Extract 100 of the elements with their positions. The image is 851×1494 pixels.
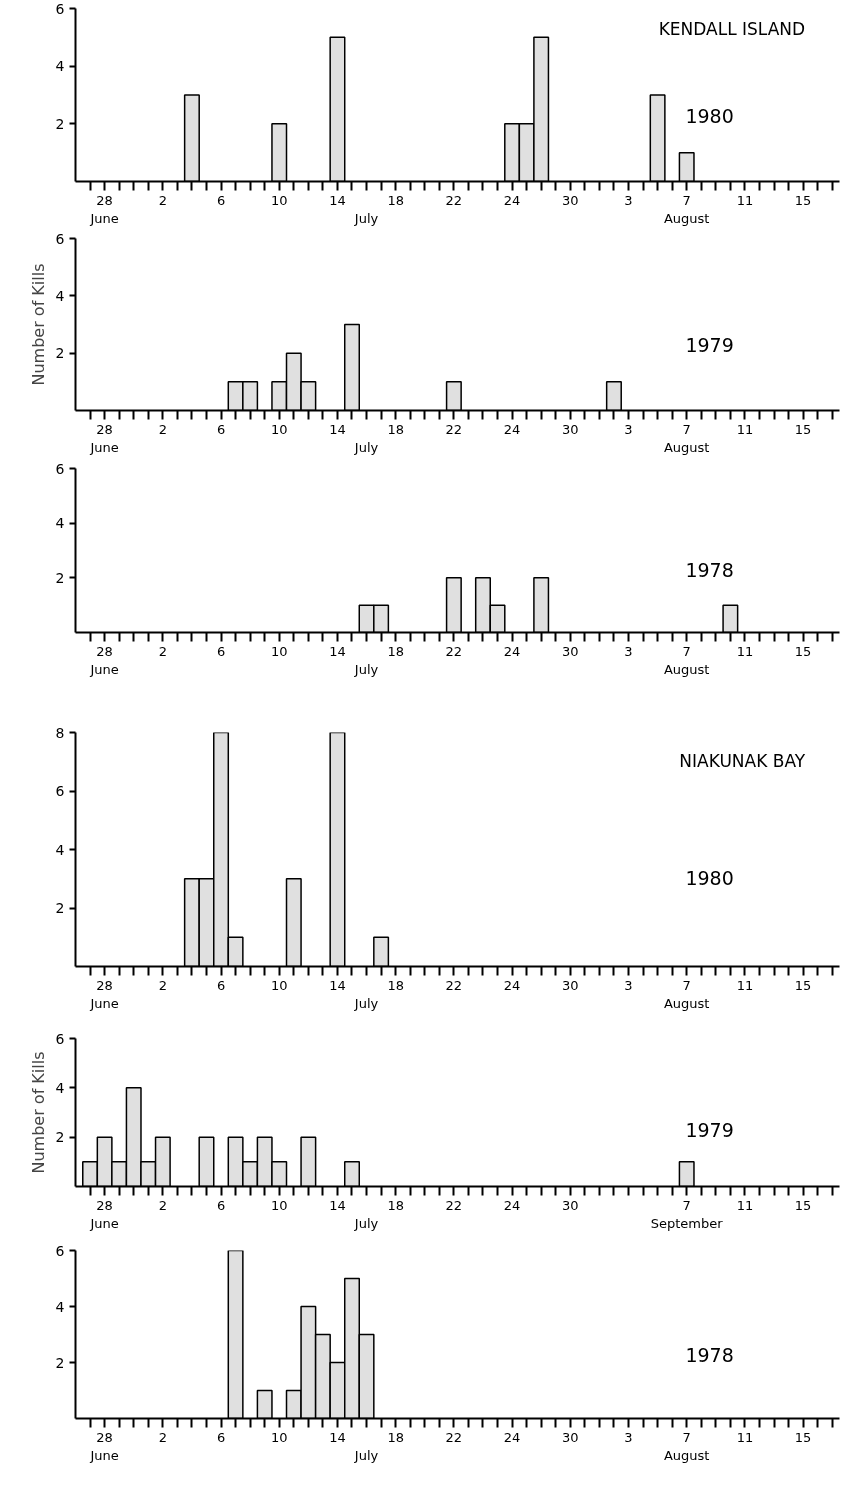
y-tick-label: 6: [55, 0, 65, 17]
x-tick-label: 11: [736, 977, 754, 993]
x-tick-label: 18: [387, 643, 404, 659]
x-tick-label: 28 June: [89, 977, 119, 1011]
x-tick-label: 18: [387, 1429, 404, 1445]
x-tick-label: July: [353, 1447, 379, 1463]
x-tick-label: 6: [216, 1197, 226, 1213]
x-tick-label: 30: [562, 1197, 579, 1213]
x-tick-label: 15: [794, 192, 812, 208]
x-tick-label: 15: [794, 643, 812, 659]
y-tick-label: 4: [55, 58, 65, 75]
x-tick-label: 10: [270, 643, 288, 659]
y-tick-label: 4: [55, 287, 65, 304]
x-tick-label: 3: [624, 1429, 633, 1445]
y-tick-label: 2: [55, 115, 65, 132]
x-tick-label: 14: [329, 192, 346, 208]
x-tick-label: 15: [794, 1429, 812, 1445]
x-tick-label: 24: [503, 977, 521, 993]
text: 1978: [685, 559, 734, 582]
x-tick-label: 11: [736, 1197, 754, 1213]
y-tick-label: 2: [55, 345, 65, 362]
y-tick-label: 4: [55, 1298, 65, 1315]
text: 1979: [685, 1119, 734, 1142]
x-tick-label: 10: [270, 1429, 288, 1445]
x-tick-label: 22: [445, 1429, 463, 1445]
x-tick-label: 24: [503, 421, 521, 437]
x-tick-label: 24: [503, 192, 521, 208]
x-tick-label: 14: [329, 421, 346, 437]
x-tick-label: 2: [158, 192, 167, 208]
x-tick-label: 6: [216, 643, 226, 659]
x-tick-label: 7 August: [663, 643, 710, 677]
x-tick-label: 2: [158, 1197, 167, 1213]
x-tick-label: 10: [270, 1197, 288, 1213]
text: 1980: [685, 104, 734, 127]
y-tick-label: 6: [55, 783, 65, 799]
y-tick-label: 2: [55, 569, 65, 586]
x-tick-label: 22: [445, 192, 463, 208]
x-tick-label: 11: [736, 643, 754, 659]
x-tick-label: 28 June: [89, 421, 119, 455]
x-tick-label: 14: [329, 977, 346, 993]
x-tick-label: 28 June: [89, 643, 119, 677]
x-tick-label: 2: [158, 977, 167, 993]
text: KENDALL ISLAND: [658, 19, 806, 40]
y-tick-label: 6: [55, 460, 65, 477]
x-tick-label: 28 June: [89, 1197, 119, 1231]
x-tick-label: 14: [329, 643, 346, 659]
x-tick-label: 24: [503, 1197, 521, 1213]
x-tick-label: July: [353, 995, 379, 1011]
x-tick-label: 11: [736, 192, 754, 208]
x-tick-label: 6: [216, 1429, 226, 1445]
x-tick-label: 30: [562, 192, 579, 208]
x-tick-label: 7 August: [663, 421, 710, 455]
x-tick-label: 10: [270, 421, 288, 437]
text: 1978: [685, 1343, 734, 1366]
x-tick-label: 22: [445, 643, 463, 659]
x-tick-label: 11: [736, 421, 754, 437]
x-tick-label: 7 September: [650, 1197, 724, 1231]
y-axis-title: Number of Kills: [28, 1051, 48, 1174]
x-tick-label: 22: [445, 421, 463, 437]
x-tick-label: July: [353, 1215, 379, 1231]
y-axis-title: Number of Kills: [28, 263, 48, 386]
x-tick-label: 30: [562, 1429, 579, 1445]
x-tick-label: 7 August: [663, 1429, 710, 1463]
x-tick-label: 11: [736, 1429, 754, 1445]
y-tick-label: 6: [55, 1030, 65, 1047]
x-tick-label: July: [353, 210, 379, 226]
y-tick-label: 8: [55, 724, 65, 741]
x-tick-label: 28 June: [89, 1429, 119, 1463]
x-tick-label: 3: [624, 643, 633, 659]
x-tick-label: 2: [158, 1429, 167, 1445]
y-tick-label: 6: [55, 1242, 65, 1259]
x-tick-label: 24: [503, 643, 521, 659]
x-tick-label: 10: [270, 977, 288, 993]
x-tick-label: 18: [387, 977, 404, 993]
x-tick-label: 15: [794, 1197, 812, 1213]
x-tick-label: 18: [387, 421, 404, 437]
x-tick-label: 30: [562, 421, 579, 437]
text: NIAKUNAK BAY: [679, 750, 806, 771]
y-tick-label: 6: [55, 230, 65, 247]
x-tick-label: 14: [329, 1197, 346, 1213]
x-tick-label: 30: [562, 643, 579, 659]
x-tick-label: 2: [158, 643, 167, 659]
x-tick-label: 22: [445, 977, 463, 993]
y-tick-label: 4: [55, 515, 65, 532]
text: 1980: [685, 866, 734, 889]
x-tick-label: 24: [503, 1429, 521, 1445]
x-tick-label: 2: [158, 421, 167, 437]
text: 1979: [685, 334, 734, 357]
x-tick-label: July: [353, 661, 379, 677]
x-tick-label: 18: [387, 192, 404, 208]
x-tick-label: 28 June: [89, 192, 119, 226]
x-tick-label: July: [353, 439, 379, 455]
y-tick-label: 2: [55, 1354, 65, 1371]
x-tick-label: 14: [329, 1429, 346, 1445]
x-tick-label: 10: [270, 192, 288, 208]
x-tick-label: 7 August: [663, 977, 710, 1011]
y-tick-label: 4: [55, 841, 65, 858]
x-tick-label: 18: [387, 1197, 404, 1213]
x-tick-label: 30: [562, 977, 579, 993]
y-tick-label: 2: [55, 900, 65, 916]
